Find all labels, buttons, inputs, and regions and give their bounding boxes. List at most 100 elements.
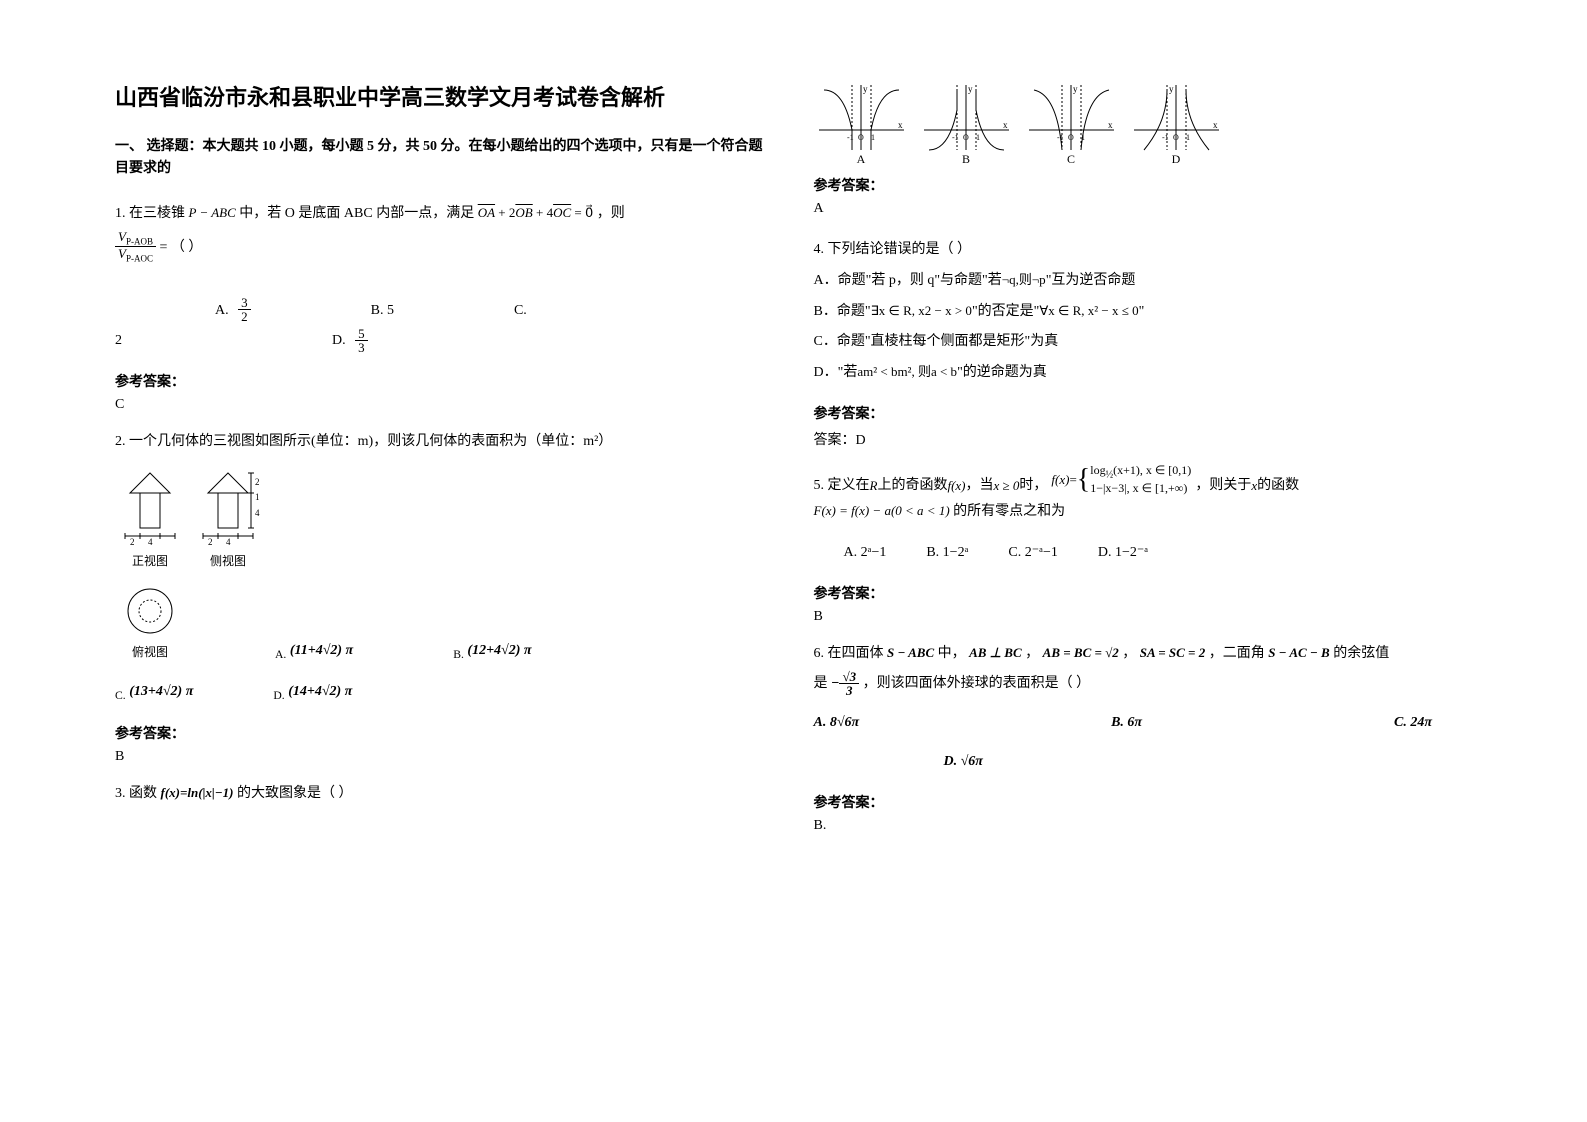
svg-text:-1: -1: [1162, 133, 1169, 142]
q5-answer: B: [814, 609, 1473, 625]
q4-optC: C．命题"直棱柱每个侧面都是矩形"为真: [814, 327, 1473, 358]
svg-text:x: x: [1213, 120, 1218, 130]
q6-optA: A. 8√6π: [814, 708, 860, 739]
q1-body2: ，则: [597, 206, 625, 221]
q1-optC: C.: [514, 296, 527, 327]
q4-optD: D．"若am² < bm², 则a < b"的逆命题为真: [814, 358, 1473, 389]
q4-optB: B．命题"∃x ∈ R, x2 − x > 0"的否定是"∀x ∈ R, x² …: [814, 297, 1473, 328]
q1-answer: C: [115, 397, 774, 413]
q5-optA: A. 2ᵃ−1: [844, 538, 887, 569]
svg-text:1: 1: [1186, 133, 1190, 142]
chart-C: x y -1 O 1 C: [1024, 80, 1119, 165]
svg-text:x: x: [898, 120, 903, 130]
q4-answer: 答案：D: [814, 429, 1473, 449]
svg-text:O: O: [1068, 133, 1074, 142]
q3-tail: 的大致图象是（ ）: [237, 786, 353, 801]
svg-text:4: 4: [255, 508, 260, 518]
q4-text: 4. 下列结论错误的是（ ）: [814, 235, 1473, 266]
q1-prefix: 1. 在三棱锥: [115, 206, 185, 221]
side-view-svg: 2 1 4 4 2: [193, 468, 263, 548]
q3-answer: A: [814, 201, 1473, 217]
svg-text:O: O: [963, 133, 969, 142]
question-6: 6. 在四面体 S − ABC 中， AB ⊥ BC ， AB = BC = √…: [814, 639, 1473, 778]
question-3: 3. 函数 f(x)=ln(|x|−1) 的大致图象是（ ）: [115, 779, 774, 810]
q5-answer-label: 参考答案：: [814, 583, 1473, 603]
q1-optA: A. 32: [215, 296, 251, 327]
q3-prefix: 3. 函数: [115, 786, 157, 801]
q2-optA: A. (11+4√2) π: [275, 636, 353, 667]
svg-text:x: x: [1003, 120, 1008, 130]
right-column: x y -1 O 1 A x y -1: [794, 80, 1493, 1082]
q1-ratio: VP-AOB VP-AOC: [115, 230, 156, 265]
q1-pabc: P − ABC: [189, 205, 236, 220]
q4-answer-label: 参考答案：: [814, 403, 1473, 423]
chart-C-svg: x y -1 O 1: [1024, 80, 1119, 155]
q2-optB: B. (12+4√2) π: [453, 636, 531, 667]
chart-D: x y -1 O 1 D: [1129, 80, 1224, 165]
svg-text:2: 2: [255, 477, 260, 487]
svg-text:2: 2: [208, 537, 213, 547]
q6-frac: −√33: [831, 676, 863, 691]
svg-text:-1: -1: [847, 133, 854, 142]
q2-views: 4 2 正视图 2 1 4: [115, 468, 774, 574]
q6-optC: C. 24π: [1394, 708, 1432, 739]
svg-text:1: 1: [976, 133, 980, 142]
chart-A-svg: x y -1 O 1: [814, 80, 909, 155]
svg-text:-1: -1: [952, 133, 959, 142]
q1-optC-val: 2: [115, 326, 122, 357]
q1-vec: OA + 2OB + 4OC = 0⃗: [478, 205, 594, 220]
front-view-svg: 4 2: [115, 468, 185, 548]
svg-text:y: y: [968, 84, 973, 94]
q5-optB: B. 1−2ᵃ: [926, 538, 968, 569]
q2-optD: D. (14+4√2) π: [273, 677, 352, 708]
q6-answer-label: 参考答案：: [814, 792, 1473, 812]
svg-text:-1: -1: [1057, 133, 1064, 142]
q1-answer-label: 参考答案：: [115, 371, 774, 391]
svg-text:O: O: [1173, 133, 1179, 142]
question-4: 4. 下列结论错误的是（ ） A．命题"若 p，则 q"与命题"若¬q,则¬p"…: [814, 235, 1473, 389]
top-view-svg: [115, 584, 185, 639]
q3-charts: x y -1 O 1 A x y -1: [814, 80, 1473, 165]
q6-optB: B. 6π: [1111, 708, 1142, 739]
svg-text:1: 1: [871, 133, 875, 142]
svg-text:4: 4: [226, 537, 231, 547]
chart-A: x y -1 O 1 A: [814, 80, 909, 165]
q3-func: f(x)=ln(|x|−1): [161, 785, 234, 800]
svg-text:y: y: [863, 84, 868, 94]
svg-text:y: y: [1169, 84, 1174, 94]
q1-tail: （ ）: [171, 239, 203, 254]
q1-optB: B. 5: [371, 296, 394, 327]
left-column: 山西省临汾市永和县职业中学高三数学文月考试卷含解析 一、 选择题：本大题共 10…: [95, 80, 794, 1082]
q2-text: 2. 一个几何体的三视图如图所示(单位：m)，则该几何体的表面积为（单位：m²）: [115, 434, 612, 449]
svg-text:1: 1: [1081, 133, 1085, 142]
chart-B: x y -1 O 1 B: [919, 80, 1014, 165]
question-2: 2. 一个几何体的三视图如图所示(单位：m)，则该几何体的表面积为（单位：m²）…: [115, 427, 774, 709]
svg-text:O: O: [858, 133, 864, 142]
q6-answer: B.: [814, 818, 1473, 834]
q6-optD: D. √6π: [944, 754, 983, 769]
svg-text:1: 1: [255, 492, 260, 502]
q3-answer-label: 参考答案：: [814, 175, 1473, 195]
svg-text:x: x: [1108, 120, 1113, 130]
question-5: 5. 定义在 R 上的奇函数 f(x) ，当 x ≥ 0 时， f(x) = {…: [814, 463, 1473, 569]
question-1: 1. 在三棱锥 P − ABC 中，若 O 是底面 ABC 内部一点，满足 OA…: [115, 199, 774, 357]
q5-optC: C. 2⁻ᵃ−1: [1008, 538, 1057, 569]
q5-piecewise: f(x) = { log½(x+1), x ∈ [0,1) 1−|x−3|, x…: [1051, 463, 1191, 497]
q2-optC: C. (13+4√2) π: [115, 677, 193, 708]
svg-text:y: y: [1073, 84, 1078, 94]
page-title: 山西省临汾市永和县职业中学高三数学文月考试卷含解析: [115, 80, 774, 112]
q1-optD: D. 53: [242, 326, 368, 357]
section-1-header: 一、 选择题：本大题共 10 小题，每小题 5 分，共 50 分。在每小题给出的…: [115, 136, 774, 181]
chart-B-svg: x y -1 O 1: [919, 80, 1014, 155]
front-view: 4 2 正视图: [115, 468, 185, 574]
chart-D-svg: x y -1 O 1: [1129, 80, 1224, 155]
svg-text:4: 4: [148, 537, 153, 547]
svg-text:2: 2: [130, 537, 135, 547]
q5-optD: D. 1−2⁻ᵃ: [1098, 538, 1148, 569]
q1-body1: 中，若 O 是底面 ABC 内部一点，满足: [239, 206, 474, 221]
side-view: 2 1 4 4 2 侧视图: [193, 468, 263, 574]
q1-eq: =: [159, 239, 167, 254]
q4-optA: A．命题"若 p，则 q"与命题"若¬q,则¬p"互为逆否命题: [814, 266, 1473, 297]
q2-answer: B: [115, 749, 774, 765]
q2-answer-label: 参考答案：: [115, 723, 774, 743]
